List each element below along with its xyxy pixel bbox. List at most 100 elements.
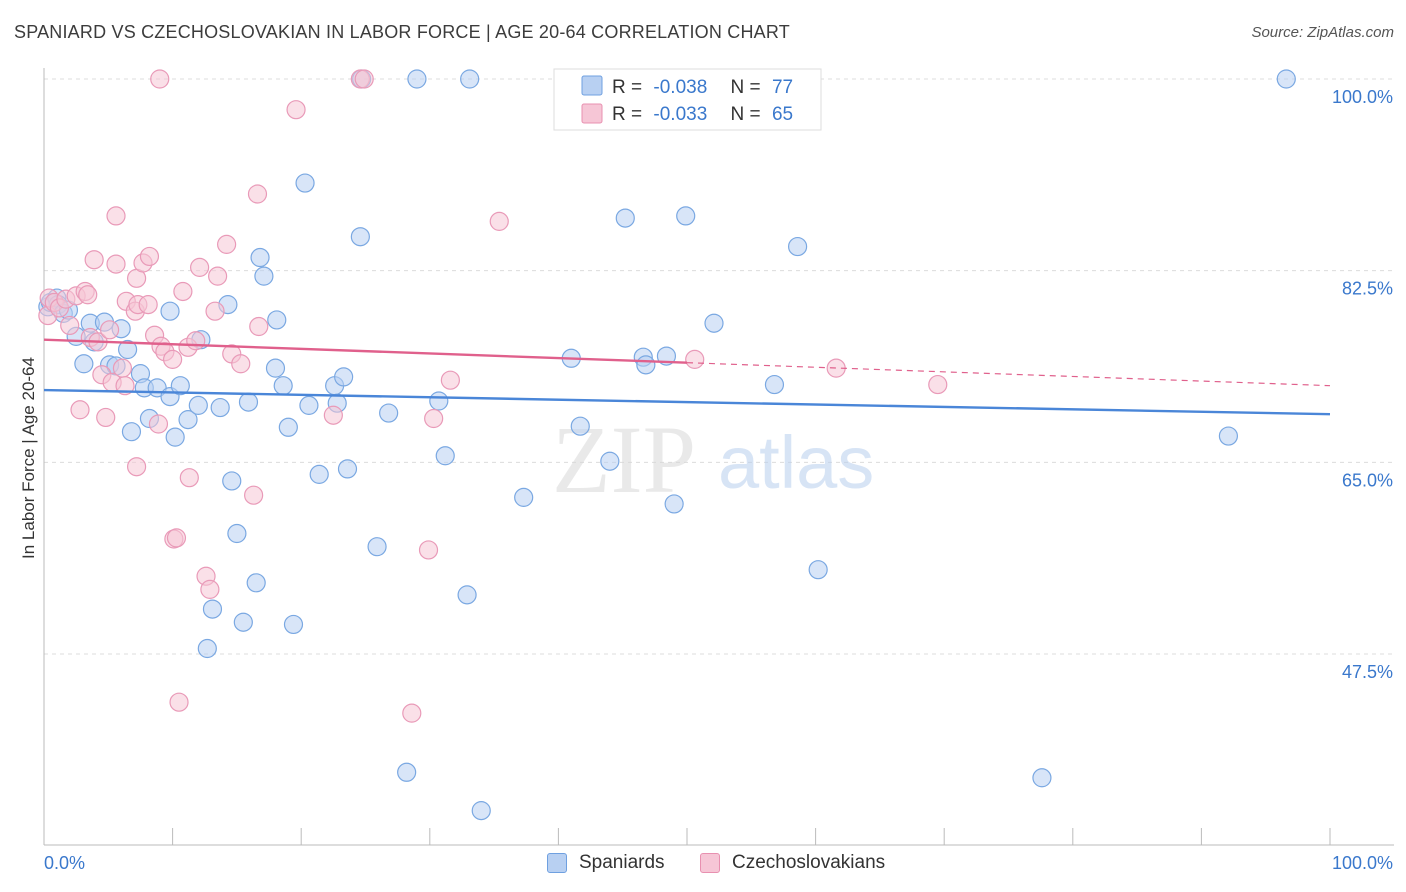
data-point-czechoslovakians (354, 69, 374, 89)
source-credit: Source: ZipAtlas.com (1251, 24, 1394, 41)
data-point-spaniards (233, 612, 253, 632)
data-point-spaniards (334, 367, 354, 387)
data-point-spaniards (471, 801, 491, 821)
legend-item-spaniards[interactable]: Spaniards (547, 852, 665, 874)
stats-n-value-czechoslovakians: 65 (772, 104, 793, 125)
data-point-spaniards (1276, 69, 1296, 89)
trend-line-spaniards (43, 388, 1331, 416)
legend-label-spaniards: Spaniards (579, 852, 665, 873)
bottom-legend: Spaniards Czechoslovakians (0, 850, 1406, 880)
x-tick-label: 0.0% (44, 853, 85, 873)
y-tick-label: 100.0% (1332, 87, 1393, 107)
x-tick-labels: 0.0% 100.0% (44, 853, 1393, 873)
data-point-czechoslovakians (139, 246, 160, 267)
chart-title: SPANIARD VS CZECHOSLOVAKIAN IN LABOR FOR… (14, 22, 790, 42)
data-point-spaniards (265, 358, 286, 378)
data-point-czechoslovakians (173, 281, 193, 302)
data-point-spaniards (299, 395, 319, 415)
trend-lines (43, 338, 1331, 416)
data-point-spaniards (121, 422, 142, 442)
data-point-czechoslovakians (169, 692, 189, 712)
data-point-czechoslovakians (402, 703, 422, 723)
data-point-spaniards (808, 560, 828, 580)
stats-r-label-spaniards: R = (612, 77, 642, 98)
data-point-czechoslovakians (84, 250, 104, 270)
data-point-spaniards (309, 464, 329, 484)
y-tick-label: 47.5% (1342, 662, 1393, 682)
data-point-czechoslovakians (323, 405, 343, 425)
data-point-spaniards (267, 310, 287, 330)
data-point-czechoslovakians (489, 211, 509, 231)
data-point-czechoslovakians (126, 457, 147, 477)
data-point-spaniards (407, 69, 427, 89)
data-point-spaniards (254, 266, 274, 286)
stats-n-label-spaniards: N = (731, 77, 761, 98)
stats-swatch-spaniards (581, 75, 603, 96)
data-point-czechoslovakians (249, 316, 269, 337)
data-point-spaniards (74, 354, 94, 374)
axes (43, 68, 1394, 846)
data-point-spaniards (429, 391, 449, 411)
data-point-czechoslovakians (115, 376, 135, 396)
stats-swatch-czechoslovakians (581, 103, 603, 124)
data-point-czechoslovakians (78, 285, 98, 305)
data-point-spaniards (636, 355, 656, 375)
data-point-czechoslovakians (200, 579, 220, 599)
y-tick-labels: 100.0% 82.5% 65.0% 47.5% (1332, 87, 1393, 682)
data-point-spaniards (337, 459, 358, 479)
data-point-spaniards (379, 403, 399, 423)
stats-n-value-spaniards: 77 (772, 77, 793, 98)
trend-line-extension-czechoslovakians (686, 362, 1331, 387)
data-point-spaniards (350, 227, 370, 247)
data-points (38, 69, 1296, 821)
data-point-czechoslovakians (286, 100, 306, 120)
data-point-spaniards (222, 471, 242, 491)
data-point-czechoslovakians (106, 254, 126, 274)
data-point-spaniards (295, 173, 315, 193)
data-point-czechoslovakians (440, 370, 460, 390)
trend-line-czechoslovakians (43, 338, 688, 364)
data-point-spaniards (704, 313, 724, 333)
stats-r-value-spaniards: -0.038 (653, 77, 707, 98)
data-point-spaniards (283, 614, 304, 635)
data-point-spaniards (457, 585, 477, 605)
stats-legend: R = -0.038 N = 77 R = -0.033 N = 65 (553, 68, 822, 131)
data-point-czechoslovakians (217, 234, 237, 254)
y-axis-label: In Labor Force | Age 20-64 (19, 357, 38, 559)
data-point-czechoslovakians (190, 257, 210, 277)
data-point-spaniards (600, 451, 620, 471)
data-point-spaniards (787, 236, 808, 257)
data-point-spaniards (170, 376, 190, 396)
data-point-spaniards (664, 494, 684, 514)
x-tick-label: 100.0% (1332, 853, 1393, 873)
data-point-czechoslovakians (112, 358, 133, 378)
data-point-czechoslovakians (163, 349, 183, 369)
data-point-spaniards (117, 339, 138, 360)
legend-item-czechoslovakians[interactable]: Czechoslovakians (700, 852, 885, 874)
stats-r-label-czechoslovakians: R = (612, 104, 642, 125)
data-point-spaniards (238, 392, 259, 412)
data-point-spaniards (160, 301, 180, 321)
data-point-spaniards (250, 247, 270, 268)
data-point-czechoslovakians (186, 331, 206, 351)
data-point-spaniards (435, 446, 455, 466)
data-point-spaniards (165, 427, 185, 447)
data-point-czechoslovakians (60, 315, 80, 336)
data-point-spaniards (764, 374, 785, 395)
data-point-czechoslovakians (106, 206, 126, 226)
data-point-spaniards (676, 206, 696, 226)
data-point-czechoslovakians (247, 184, 268, 204)
data-point-spaniards (1032, 768, 1052, 788)
data-point-czechoslovakians (424, 408, 444, 429)
data-point-czechoslovakians (166, 528, 187, 548)
data-point-spaniards (397, 762, 417, 782)
data-point-czechoslovakians (231, 354, 251, 374)
data-point-spaniards (197, 638, 217, 659)
data-point-spaniards (1218, 426, 1239, 446)
data-point-czechoslovakians (179, 468, 199, 488)
data-point-spaniards (615, 208, 635, 228)
data-point-spaniards (202, 599, 223, 619)
data-point-czechoslovakians (70, 400, 90, 420)
stats-r-value-czechoslovakians: -0.033 (653, 104, 707, 125)
